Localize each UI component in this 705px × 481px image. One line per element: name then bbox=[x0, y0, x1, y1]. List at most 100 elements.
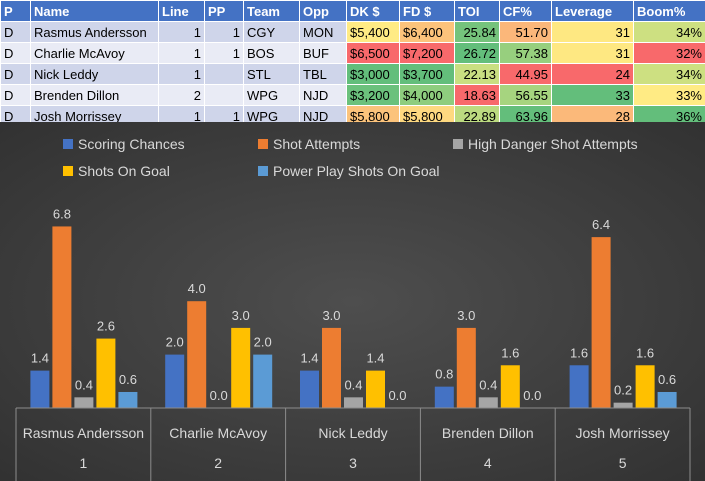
cell-dk[interactable]: $6,500 bbox=[346, 42, 400, 64]
cell-cf[interactable]: 44.95 bbox=[499, 63, 552, 85]
cell-toi[interactable]: 22.89 bbox=[454, 105, 500, 127]
table-row[interactable]: D Nick Leddy 1 STL TBL $3,000 $3,700 22.13 44.95… bbox=[0, 63, 705, 85]
bar[interactable] bbox=[569, 365, 589, 408]
cell-name[interactable]: Josh Morrissey bbox=[30, 105, 159, 127]
col-header-p[interactable]: P bbox=[0, 0, 31, 22]
legend-label[interactable]: Scoring Chances bbox=[78, 136, 185, 152]
col-header-boom[interactable]: Boom% bbox=[633, 0, 705, 22]
cell-p[interactable]: D bbox=[0, 63, 31, 85]
bar[interactable] bbox=[231, 327, 251, 408]
cell-pp[interactable] bbox=[204, 84, 244, 106]
cell-team[interactable]: WPG bbox=[243, 84, 300, 106]
cell-dk[interactable]: $5,800 bbox=[346, 105, 400, 127]
cell-cf[interactable]: 57.38 bbox=[499, 42, 552, 64]
cell-boom[interactable]: 32% bbox=[633, 42, 705, 64]
cell-leverage[interactable]: 31 bbox=[551, 42, 634, 64]
bar[interactable] bbox=[478, 397, 498, 408]
bar[interactable] bbox=[187, 301, 207, 408]
bar[interactable] bbox=[500, 365, 520, 408]
col-header-team[interactable]: Team bbox=[243, 0, 300, 22]
legend-label[interactable]: Shots On Goal bbox=[78, 163, 170, 179]
cell-line[interactable]: 1 bbox=[158, 63, 205, 85]
legend-label[interactable]: Shot Attempts bbox=[273, 136, 360, 152]
bar[interactable] bbox=[434, 386, 454, 408]
bar[interactable] bbox=[165, 354, 185, 408]
bar[interactable] bbox=[344, 397, 363, 408]
cell-pp[interactable]: 1 bbox=[204, 105, 244, 127]
cell-pp[interactable]: 1 bbox=[204, 42, 244, 64]
bar[interactable] bbox=[300, 370, 319, 408]
cell-cf[interactable]: 51.70 bbox=[499, 21, 552, 43]
cell-cf[interactable]: 63.96 bbox=[499, 105, 552, 127]
bar[interactable] bbox=[96, 338, 116, 408]
col-header-toi[interactable]: TOI bbox=[454, 0, 500, 22]
cell-fd[interactable]: $5,800 bbox=[399, 105, 455, 127]
bar[interactable] bbox=[635, 365, 655, 408]
cell-name[interactable]: Charlie McAvoy bbox=[30, 42, 159, 64]
table-row[interactable]: D Charlie McAvoy 1 1 BOS BUF $6,500 $7,200 26.72… bbox=[0, 42, 705, 64]
cell-line[interactable]: 1 bbox=[158, 21, 205, 43]
cell-team[interactable]: BOS bbox=[243, 42, 300, 64]
cell-p[interactable]: D bbox=[0, 84, 31, 106]
table-row[interactable]: D Josh Morrissey 1 1 WPG NJD $5,800 $5,800 22.89… bbox=[0, 105, 705, 127]
cell-opp[interactable]: BUF bbox=[299, 42, 347, 64]
cell-toi[interactable]: 22.13 bbox=[454, 63, 500, 85]
cell-dk[interactable]: $5,400 bbox=[346, 21, 400, 43]
cell-fd[interactable]: $3,700 bbox=[399, 63, 455, 85]
cell-fd[interactable]: $6,400 bbox=[399, 21, 455, 43]
cell-opp[interactable]: MON bbox=[299, 21, 347, 43]
cell-name[interactable]: Rasmus Andersson bbox=[30, 21, 159, 43]
cell-line[interactable]: 1 bbox=[158, 42, 205, 64]
cell-team[interactable]: STL bbox=[243, 63, 300, 85]
bar[interactable] bbox=[52, 226, 72, 408]
cell-leverage[interactable]: 24 bbox=[551, 63, 634, 85]
cell-leverage[interactable]: 31 bbox=[551, 21, 634, 43]
bar[interactable] bbox=[613, 402, 633, 408]
bar[interactable] bbox=[74, 397, 94, 408]
col-header-line[interactable]: Line bbox=[158, 0, 205, 22]
table-row[interactable]: D Rasmus Andersson 1 1 CGY MON $5,400 $6,400 25.… bbox=[0, 21, 705, 43]
cell-toi[interactable]: 26.72 bbox=[454, 42, 500, 64]
bar[interactable] bbox=[322, 327, 341, 408]
legend-label[interactable]: High Danger Shot Attempts bbox=[468, 136, 638, 152]
cell-boom[interactable]: 33% bbox=[633, 84, 705, 106]
cell-name[interactable]: Nick Leddy bbox=[30, 63, 159, 85]
cell-pp[interactable] bbox=[204, 63, 244, 85]
cell-boom[interactable]: 34% bbox=[633, 63, 705, 85]
cell-fd[interactable]: $7,200 bbox=[399, 42, 455, 64]
cell-p[interactable]: D bbox=[0, 42, 31, 64]
col-header-leverage[interactable]: Leverage bbox=[551, 0, 634, 22]
cell-line[interactable]: 2 bbox=[158, 84, 205, 106]
cell-toi[interactable]: 18.63 bbox=[454, 84, 500, 106]
cell-pp[interactable]: 1 bbox=[204, 21, 244, 43]
cell-name[interactable]: Brenden Dillon bbox=[30, 84, 159, 106]
col-header-pp[interactable]: PP bbox=[204, 0, 244, 22]
col-header-dk[interactable]: DK $ bbox=[346, 0, 400, 22]
bar[interactable] bbox=[456, 327, 476, 408]
cell-cf[interactable]: 56.55 bbox=[499, 84, 552, 106]
col-header-cf[interactable]: CF% bbox=[499, 0, 552, 22]
cell-leverage[interactable]: 33 bbox=[551, 84, 634, 106]
cell-opp[interactable]: NJD bbox=[299, 84, 347, 106]
cell-opp[interactable]: TBL bbox=[299, 63, 347, 85]
cell-leverage[interactable]: 28 bbox=[551, 105, 634, 127]
cell-team[interactable]: WPG bbox=[243, 105, 300, 127]
cell-dk[interactable]: $3,200 bbox=[346, 84, 400, 106]
bar[interactable] bbox=[30, 370, 50, 408]
col-header-opp[interactable]: Opp bbox=[299, 0, 347, 22]
cell-boom[interactable]: 34% bbox=[633, 21, 705, 43]
cell-p[interactable]: D bbox=[0, 105, 31, 127]
bar[interactable] bbox=[366, 370, 385, 408]
cell-toi[interactable]: 25.84 bbox=[454, 21, 500, 43]
bar[interactable] bbox=[118, 391, 138, 408]
bar[interactable] bbox=[657, 391, 677, 408]
table-row[interactable]: D Brenden Dillon 2 WPG NJD $3,200 $4,000 18.63 5… bbox=[0, 84, 705, 106]
legend-label[interactable]: Power Play Shots On Goal bbox=[273, 163, 440, 179]
col-header-name[interactable]: Name bbox=[30, 0, 159, 22]
col-header-fd[interactable]: FD $ bbox=[399, 0, 455, 22]
cell-team[interactable]: CGY bbox=[243, 21, 300, 43]
bar[interactable] bbox=[591, 237, 611, 408]
cell-fd[interactable]: $4,000 bbox=[399, 84, 455, 106]
bar[interactable] bbox=[253, 354, 273, 408]
cell-dk[interactable]: $3,000 bbox=[346, 63, 400, 85]
